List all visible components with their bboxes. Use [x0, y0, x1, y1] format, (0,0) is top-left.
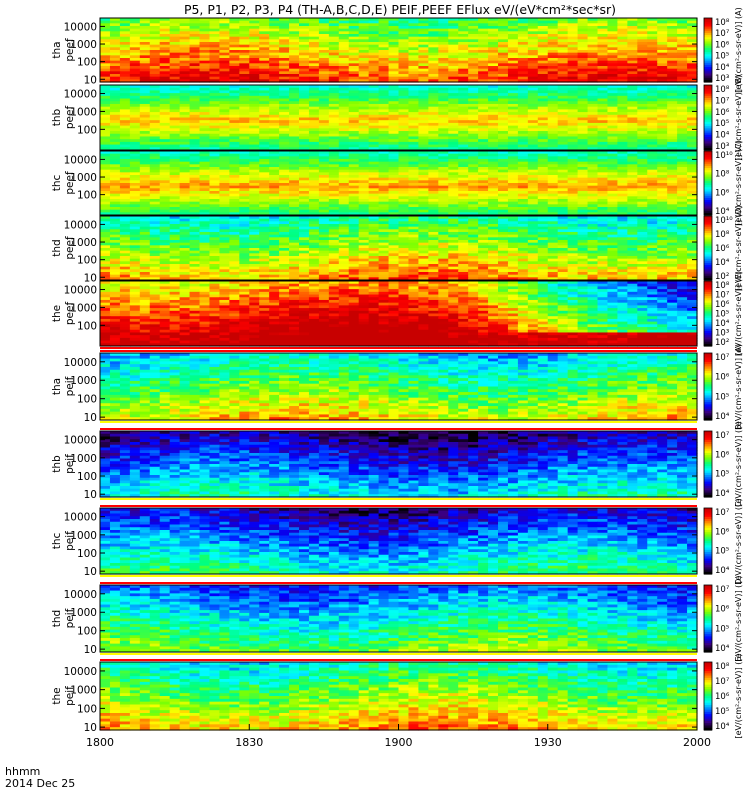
- spectrogram-cells: [100, 216, 698, 281]
- colorbar-tick-label: 10³: [715, 74, 729, 84]
- separator-stripe: [100, 582, 697, 584]
- colorbar-tick-label: 10¹⁰: [715, 151, 733, 161]
- panel-probe-label: thb: [51, 108, 63, 126]
- spectrogram-cells: [100, 151, 698, 216]
- y-tick-label: 10000: [64, 154, 97, 166]
- separator-stripe: [100, 428, 697, 430]
- y-tick-label: 10000: [64, 21, 97, 33]
- panel-product-label: peef: [64, 171, 76, 195]
- separator-stripe: [100, 659, 697, 661]
- colorbar-tick-label: 10⁶: [715, 40, 730, 50]
- separator-stripe: [100, 350, 697, 352]
- y-tick-label: 100: [77, 57, 97, 69]
- panel-product-label: peef: [64, 106, 76, 130]
- colorbar-tick-label: 10⁸: [715, 18, 730, 28]
- colorbar-tick-label: 10⁵: [715, 52, 729, 62]
- separator-stripe: [100, 505, 697, 507]
- colorbar-tick-label: 10⁷: [715, 29, 730, 39]
- colorbar-tick-label: 10⁶: [715, 188, 730, 198]
- chart-title: P5, P1, P2, P3, P4 (TH-A,B,C,D,E) PEIF,P…: [184, 2, 616, 17]
- colorbar-tick-label: 10⁷: [715, 96, 730, 106]
- spectrogram-cells: [100, 85, 698, 151]
- separator-stripe: [100, 653, 697, 655]
- separator-stripe: [100, 421, 697, 423]
- colorbar-tick-label: 10⁴: [715, 131, 730, 141]
- separator-stripe: [100, 347, 697, 349]
- y-tick-label: 10: [84, 74, 97, 86]
- spectrogram-cells: [100, 18, 698, 83]
- y-tick-label: 10000: [64, 89, 97, 101]
- colorbar-tick-label: 10⁸: [715, 170, 730, 180]
- colorbar-tick-label: 10⁶: [715, 108, 730, 118]
- panel-probe-label: thc: [51, 175, 63, 192]
- colorbar-tick-label: 10⁴: [715, 63, 730, 73]
- colorbar-tick-label: 10⁵: [715, 119, 729, 129]
- y-tick-label: 100: [77, 124, 97, 136]
- separator-stripe: [100, 498, 697, 500]
- separator-stripe: [100, 575, 697, 577]
- colorbar-tick-label: 10⁸: [715, 85, 730, 95]
- panel-product-label: peef: [64, 38, 76, 62]
- y-tick-label: 100: [77, 190, 97, 202]
- panel-probe-label: tha: [51, 41, 63, 58]
